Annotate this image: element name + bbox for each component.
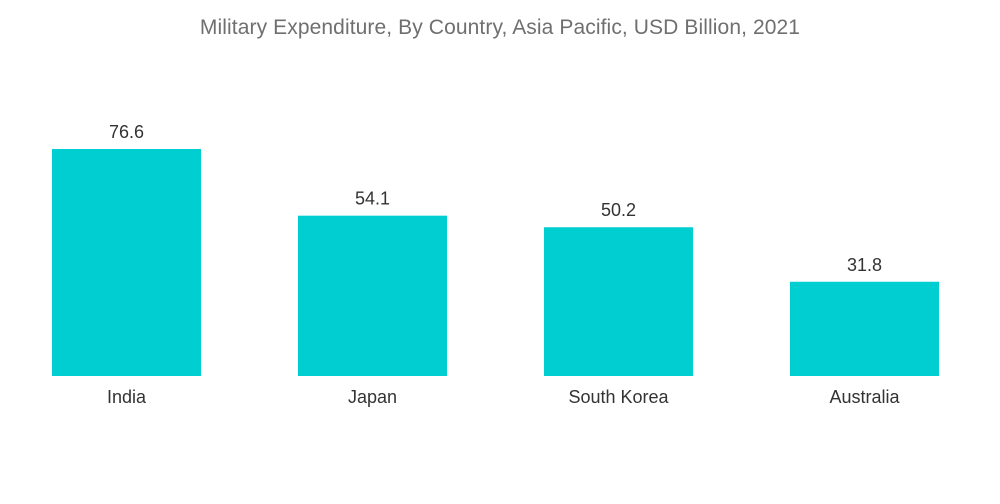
data-label: 50.2	[601, 200, 636, 220]
bar-india	[52, 149, 201, 376]
chart-title: Military Expenditure, By Country, Asia P…	[199, 16, 801, 39]
bar-south-korea	[544, 227, 693, 376]
data-label: 54.1	[355, 189, 390, 209]
bars-layer	[52, 149, 939, 376]
value-labels-layer: 76.6 54.1 50.2 31.8	[109, 122, 882, 275]
data-label: 31.8	[847, 255, 882, 275]
category-label: India	[107, 387, 147, 407]
bar-japan	[298, 215, 447, 376]
category-label: Japan	[348, 387, 397, 407]
category-label: South Korea	[568, 387, 669, 407]
category-label: Australia	[829, 387, 900, 407]
data-label: 76.6	[109, 122, 144, 142]
bar-australia	[790, 281, 939, 376]
category-labels-layer: India Japan South Korea Australia	[107, 387, 901, 407]
